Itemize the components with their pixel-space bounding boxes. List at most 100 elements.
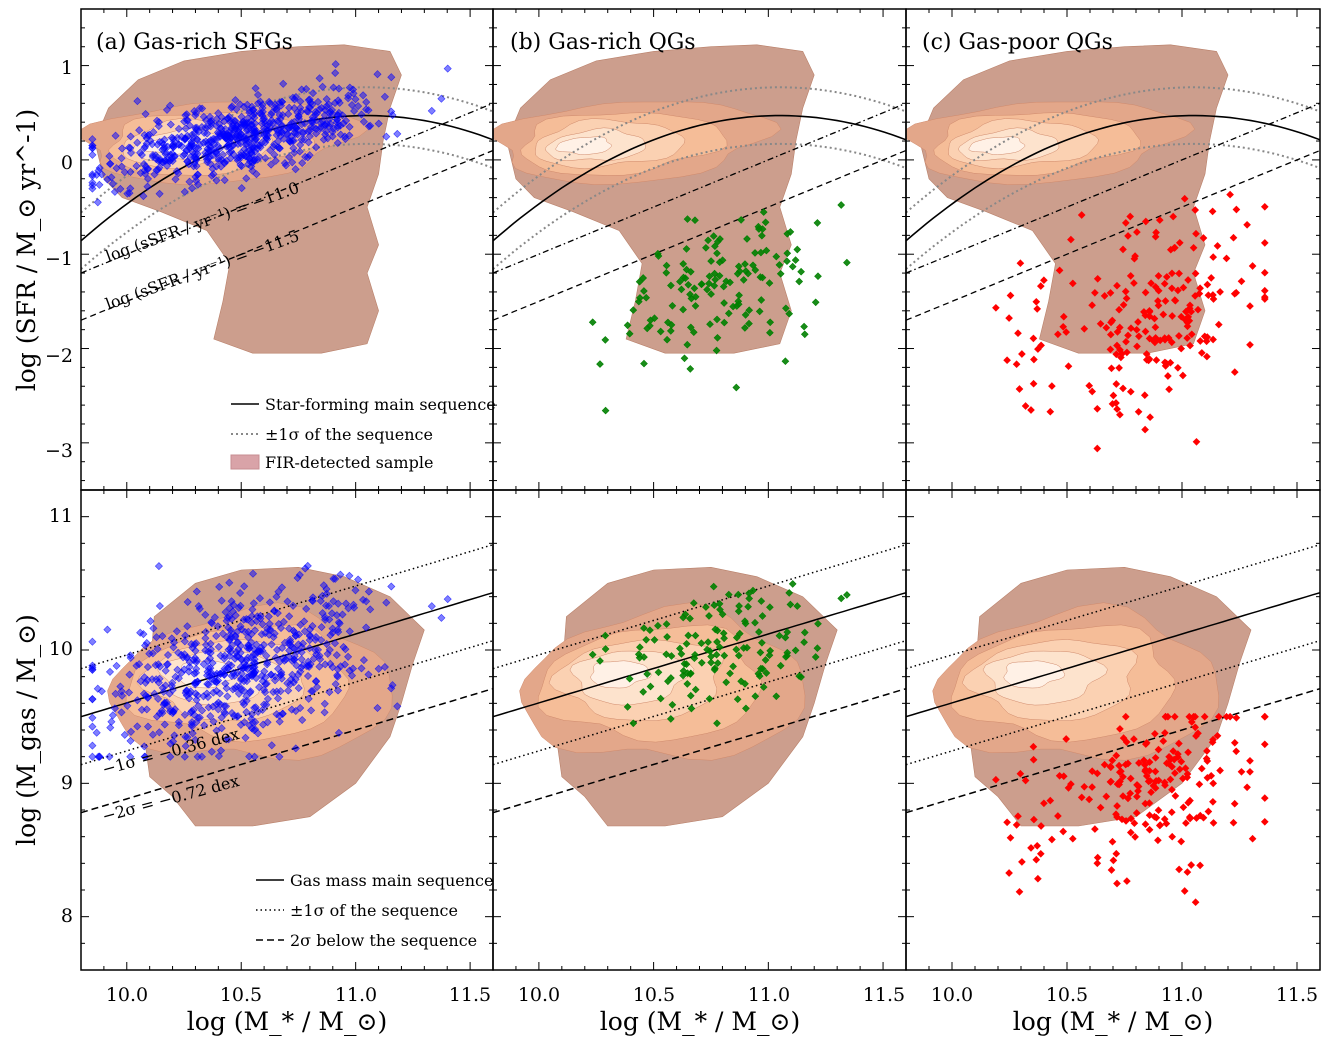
point-gas-poor-qg	[1191, 712, 1199, 721]
point-gas-poor-qg	[1164, 712, 1172, 721]
point-gas-rich-sfg	[154, 122, 163, 131]
point-gas-rich-sfg	[215, 582, 224, 591]
point-gas-poor-qg	[1124, 331, 1132, 340]
point-gas-rich-sfg	[271, 653, 280, 662]
point-gas-poor-qg	[1154, 301, 1163, 310]
x-tick-label: 10.0	[931, 984, 973, 1006]
point-gas-rich-qg	[843, 258, 851, 267]
point-gas-rich-qg	[843, 591, 851, 599]
point-gas-poor-qg	[1192, 229, 1200, 238]
point-gas-rich-qg	[737, 216, 745, 224]
point-gas-rich-sfg	[174, 648, 183, 657]
point-gas-rich-sfg	[336, 570, 345, 579]
point-gas-poor-qg	[1209, 253, 1218, 261]
point-gas-rich-sfg	[298, 158, 307, 168]
point-gas-rich-sfg	[97, 687, 106, 696]
point-gas-poor-qg	[1246, 302, 1254, 310]
point-gas-rich-qg	[623, 321, 632, 330]
point-gas-poor-qg	[1171, 792, 1180, 800]
point-gas-rich-qg	[729, 662, 737, 671]
point-gas-rich-sfg	[237, 162, 246, 171]
point-gas-poor-qg	[1175, 332, 1183, 340]
point-gas-rich-sfg	[345, 627, 354, 636]
point-gas-poor-qg	[1032, 297, 1041, 306]
point-gas-rich-sfg	[206, 664, 215, 673]
point-gas-rich-sfg	[105, 667, 115, 676]
point-gas-rich-qg	[782, 653, 790, 661]
point-gas-poor-qg	[1191, 269, 1200, 278]
point-gas-rich-sfg	[174, 169, 183, 178]
point-gas-rich-qg	[710, 269, 719, 278]
point-gas-rich-sfg	[120, 168, 129, 177]
point-gas-rich-qg	[741, 617, 749, 626]
point-gas-rich-sfg	[112, 164, 121, 173]
point-gas-rich-sfg	[180, 637, 189, 646]
point-gas-rich-qg	[642, 635, 651, 644]
x-tick-label: 11.0	[335, 984, 377, 1006]
point-gas-poor-qg	[1112, 399, 1120, 407]
point-gas-poor-qg	[1207, 274, 1216, 282]
point-gas-rich-qg	[755, 307, 764, 316]
point-gas-rich-sfg	[217, 724, 226, 733]
point-gas-rich-qg	[680, 354, 689, 363]
point-gas-poor-qg	[1162, 273, 1171, 281]
point-gas-rich-sfg	[194, 602, 203, 611]
point-gas-rich-qg	[741, 311, 750, 319]
point-gas-rich-sfg	[359, 91, 368, 100]
point-gas-poor-qg	[1152, 813, 1161, 822]
point-gas-rich-sfg	[280, 656, 289, 665]
point-gas-poor-qg	[1016, 769, 1025, 778]
point-gas-rich-sfg	[347, 671, 357, 680]
point-gas-rich-sfg	[345, 83, 354, 92]
point-gas-rich-qg	[755, 672, 764, 680]
point-gas-rich-sfg	[132, 661, 141, 670]
point-gas-rich-sfg	[204, 647, 213, 656]
point-gas-rich-qg	[739, 644, 748, 652]
point-gas-rich-sfg	[167, 153, 176, 162]
point-gas-rich-sfg	[248, 569, 258, 578]
point-gas-rich-qg	[681, 274, 690, 283]
point-gas-rich-sfg	[366, 605, 375, 614]
point-gas-rich-qg	[684, 631, 693, 640]
point-gas-rich-sfg	[311, 107, 320, 117]
point-gas-rich-sfg	[331, 680, 340, 689]
point-gas-poor-qg	[1124, 232, 1132, 240]
point-gas-rich-sfg	[124, 143, 134, 152]
point-gas-rich-sfg	[308, 687, 317, 696]
point-gas-poor-qg	[1027, 406, 1035, 414]
point-gas-rich-sfg	[305, 95, 314, 104]
point-gas-rich-sfg	[250, 143, 259, 152]
panel-title-c: (c) Gas-poor QGs	[922, 30, 1113, 55]
point-gas-rich-sfg	[88, 637, 97, 646]
point-gas-rich-sfg	[188, 184, 197, 193]
point-gas-rich-qg	[640, 624, 648, 632]
point-gas-rich-sfg	[180, 187, 189, 196]
point-gas-rich-sfg	[186, 152, 195, 162]
point-gas-rich-sfg	[123, 189, 132, 198]
point-gas-rich-sfg	[126, 167, 135, 177]
point-gas-rich-qg	[704, 236, 712, 245]
point-gas-rich-sfg	[207, 171, 216, 180]
point-gas-rich-qg	[722, 277, 731, 286]
point-gas-rich-sfg	[183, 157, 192, 166]
point-gas-rich-sfg	[216, 746, 226, 755]
point-gas-rich-sfg	[110, 187, 119, 196]
point-gas-poor-qg	[1018, 350, 1026, 358]
point-gas-poor-qg	[1185, 304, 1194, 313]
point-gas-poor-qg	[1115, 761, 1123, 770]
point-gas-rich-qg	[733, 695, 742, 704]
point-gas-rich-qg	[745, 319, 753, 328]
point-gas-rich-sfg	[92, 728, 101, 737]
point-gas-rich-sfg	[193, 149, 202, 159]
point-gas-poor-qg	[1168, 785, 1176, 794]
point-gas-rich-sfg	[323, 649, 332, 658]
point-gas-poor-qg	[1093, 404, 1102, 413]
point-gas-poor-qg	[1179, 371, 1187, 380]
point-gas-rich-qg	[791, 256, 800, 264]
point-gas-poor-qg	[1203, 747, 1211, 755]
point-gas-rich-sfg	[234, 603, 243, 612]
point-gas-rich-sfg	[266, 99, 275, 108]
points-c-mgas	[992, 712, 1269, 907]
point-gas-rich-sfg	[251, 84, 260, 93]
point-gas-rich-sfg	[181, 732, 190, 741]
